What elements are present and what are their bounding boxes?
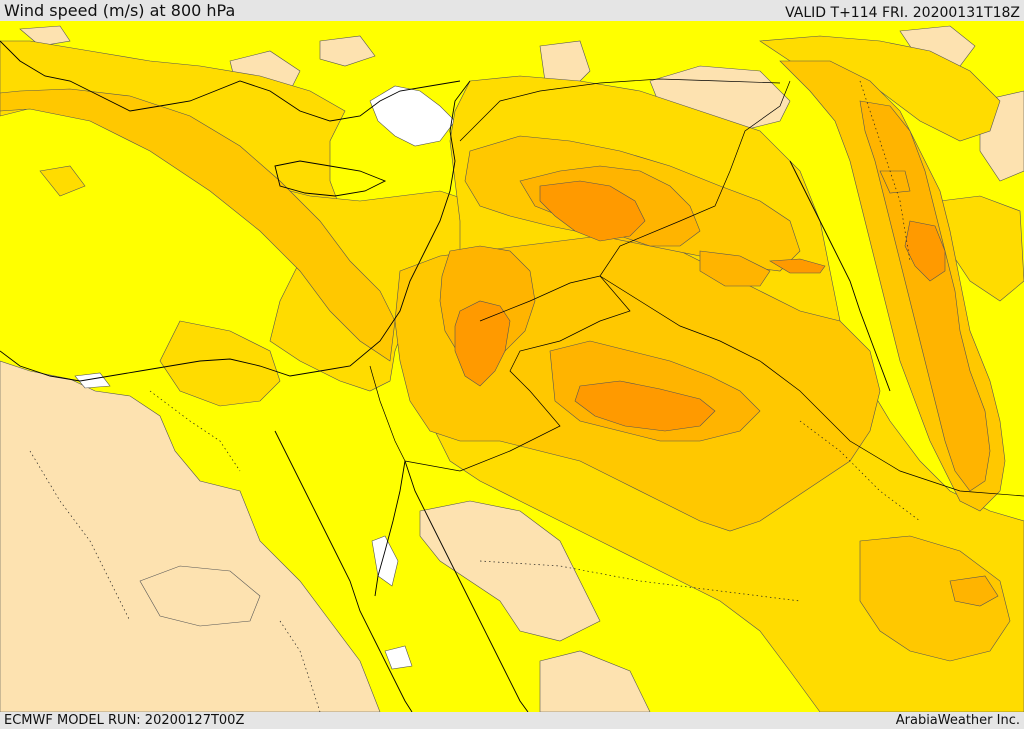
title-bar: Wind speed (m/s) at 800 hPa VALID T+114 … — [0, 0, 1024, 21]
wind-speed-field — [0, 21, 1024, 712]
map-title: Wind speed (m/s) at 800 hPa — [4, 1, 236, 20]
model-run-label: ECMWF MODEL RUN: 20200127T00Z — [4, 713, 245, 728]
wind-band-dark-orange — [454, 180, 946, 432]
valid-time: VALID T+114 FRI. 20200131T18Z — [785, 5, 1020, 21]
political-borders — [369, 78, 1024, 497]
coastlines — [0, 40, 891, 712]
weather-map[interactable] — [0, 21, 1024, 712]
footer-bar: ECMWF MODEL RUN: 20200127T00Z ArabiaWeat… — [0, 712, 1024, 729]
credit-label: ArabiaWeather Inc. — [895, 713, 1020, 728]
regional-borders — [29, 80, 921, 712]
